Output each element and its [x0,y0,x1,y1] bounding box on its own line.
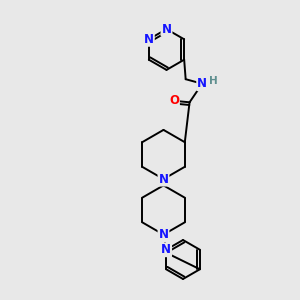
Text: N: N [158,172,169,186]
Text: N: N [197,77,207,90]
Text: N: N [158,228,169,241]
Text: N: N [144,33,154,46]
Text: N: N [161,243,171,256]
Text: H: H [209,76,218,86]
Text: O: O [169,94,179,107]
Text: N: N [161,22,172,36]
